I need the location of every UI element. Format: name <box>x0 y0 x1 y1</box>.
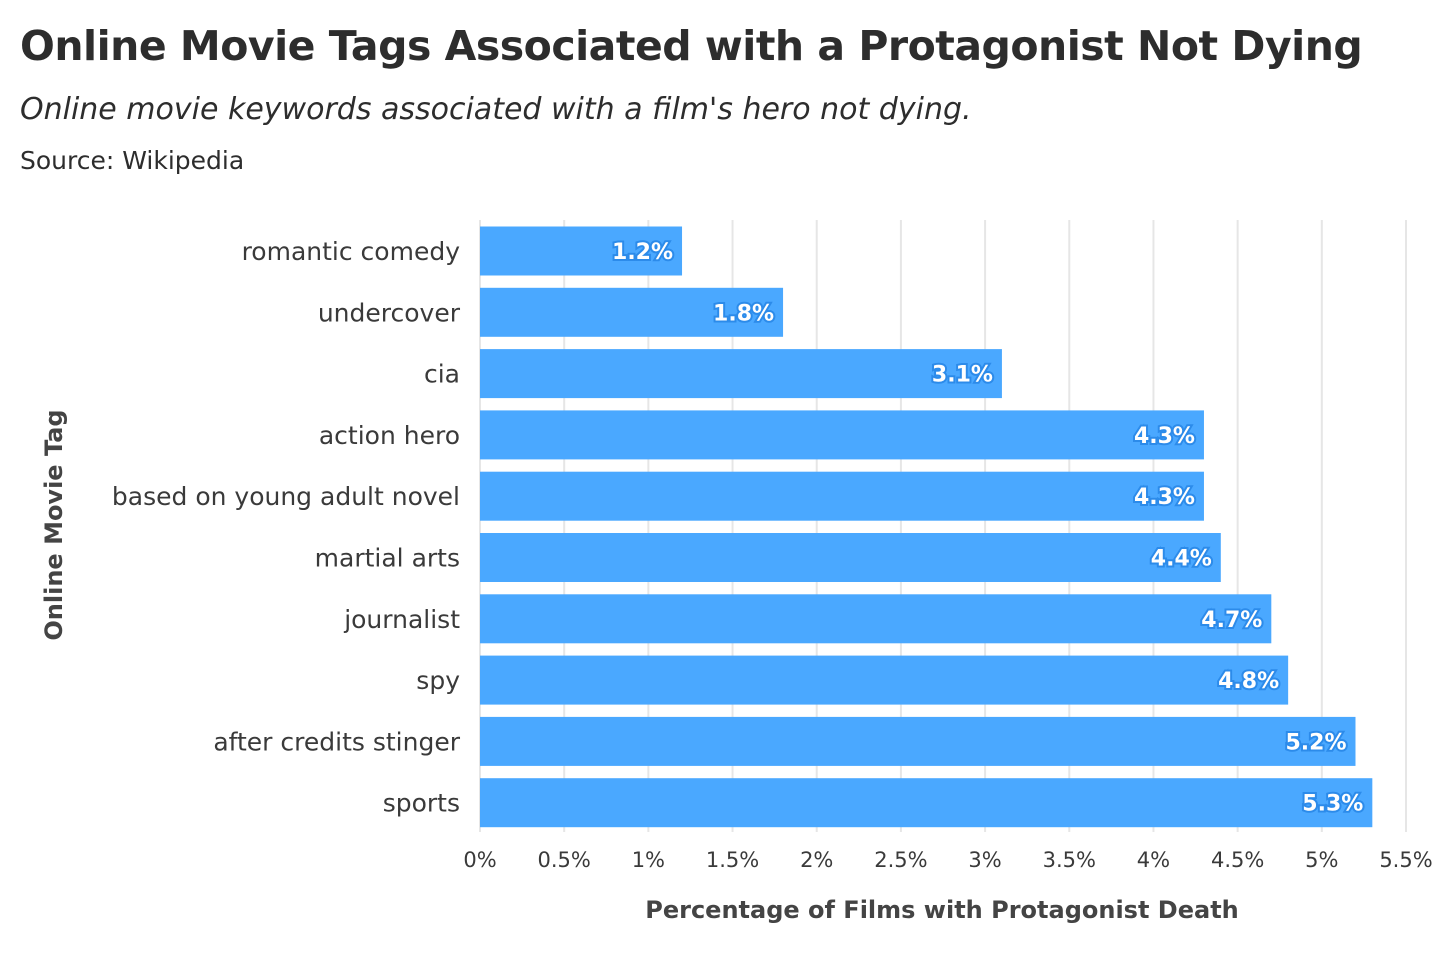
bar-value-label: 4.3% <box>1134 485 1195 510</box>
category-label: based on young adult novel <box>112 482 460 511</box>
bar <box>480 716 1356 766</box>
bar <box>480 349 1002 399</box>
bar-value-label: 5.2% <box>1285 730 1346 755</box>
x-axis-title: Percentage of Films with Protagonist Dea… <box>645 896 1239 924</box>
bar-value-label: 4.7% <box>1201 608 1262 633</box>
bar <box>480 778 1373 828</box>
bar-value-label: 5.3% <box>1302 792 1363 817</box>
bar <box>480 655 1289 705</box>
bar <box>480 226 683 276</box>
bar <box>480 410 1204 460</box>
category-labels: romantic comedy undercover cia action hero b… <box>112 237 461 818</box>
bar <box>480 287 784 337</box>
x-tick-label: 0% <box>463 848 496 872</box>
bar-value-label: 4.3% <box>1134 424 1195 449</box>
bar <box>480 471 1204 521</box>
x-tick-label: 5% <box>1305 848 1338 872</box>
chart-title: Online Movie Tags Associated with a Prot… <box>20 22 1363 70</box>
bar-value-label: 4.8% <box>1218 669 1279 694</box>
x-tick-label: 2% <box>800 848 833 872</box>
x-tick-labels: 0% 0.5% 1% 1.5% 2% 2.5% 3% 3.5% 4% 4.5% 5% 5.5% <box>463 848 1432 872</box>
chart-subtitle: Online movie keywords associated with a … <box>20 92 972 127</box>
x-tick-label: 1% <box>632 848 665 872</box>
x-tick-label: 4% <box>1137 848 1170 872</box>
category-label: sports <box>383 789 460 818</box>
chart-source: Source: Wikipedia <box>20 146 245 175</box>
x-tick-label: 1.5% <box>706 848 759 872</box>
x-tick-label: 5.5% <box>1379 848 1432 872</box>
category-label: undercover <box>318 298 461 327</box>
category-label: spy <box>416 666 460 695</box>
bar-value-label: 4.4% <box>1151 547 1212 572</box>
bars: 1.2% 1.8% 3.1% 4.3% 4.3% 4.4% 4.7% 4.8% 5.2% 5.3% <box>480 226 1373 828</box>
bar-value-label: 1.8% <box>713 301 774 326</box>
bar <box>480 594 1272 644</box>
bar-value-label: 3.1% <box>932 363 993 388</box>
x-tick-label: 3% <box>968 848 1001 872</box>
x-tick-label: 0.5% <box>538 848 591 872</box>
x-tick-label: 3.5% <box>1043 848 1096 872</box>
category-label: romantic comedy <box>242 237 461 266</box>
y-axis-title: Online Movie Tag <box>40 409 68 640</box>
x-tick-label: 2.5% <box>874 848 927 872</box>
category-label: after credits stinger <box>213 727 460 756</box>
category-label: action hero <box>319 421 460 450</box>
category-label: cia <box>424 360 460 389</box>
bar <box>480 533 1221 582</box>
category-label: journalist <box>343 605 460 634</box>
category-label: martial arts <box>315 544 460 573</box>
bar-value-label: 1.2% <box>612 240 673 265</box>
x-tick-label: 4.5% <box>1211 848 1264 872</box>
